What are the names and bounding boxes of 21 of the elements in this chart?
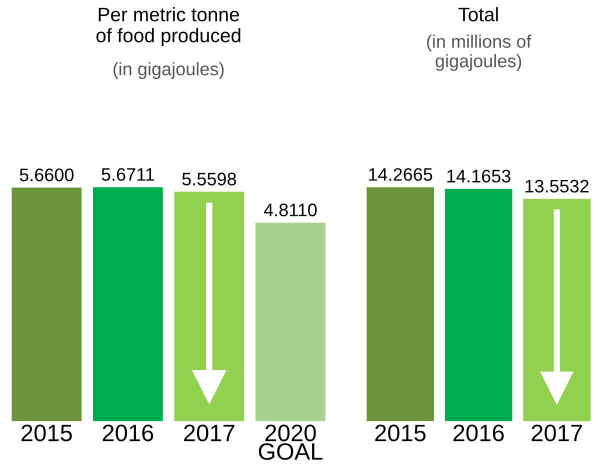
chart-title: Total	[458, 7, 498, 22]
x-tick-label: 2016	[454, 424, 504, 442]
x-tick-label: 2015	[375, 424, 426, 442]
data-label: 5.6711	[102, 168, 154, 181]
x-tick-label: 2017	[532, 424, 582, 442]
x-tick-label: 2017	[184, 424, 234, 442]
data-label: 4.8110	[264, 204, 317, 216]
data-label: 5.6600	[20, 168, 74, 182]
chart-subtitle: (in gigajoules)	[113, 62, 224, 79]
x-tick-label: 2016	[102, 424, 154, 442]
x-tick-label: 2020 GOAL	[258, 424, 322, 460]
bar	[256, 222, 326, 422]
bar	[92, 187, 163, 422]
data-label: 14.2665	[369, 168, 432, 181]
data-label: 13.5532	[526, 180, 589, 193]
data-label: 14.1653	[447, 170, 510, 183]
bar	[12, 188, 82, 422]
chart-subtitle: (in millions of gigajoules)	[427, 34, 532, 71]
data-label: 5.5598	[182, 172, 236, 186]
chart-title: Per metric tonne of food produced	[96, 7, 240, 46]
x-tick-label: 2015	[22, 424, 72, 442]
